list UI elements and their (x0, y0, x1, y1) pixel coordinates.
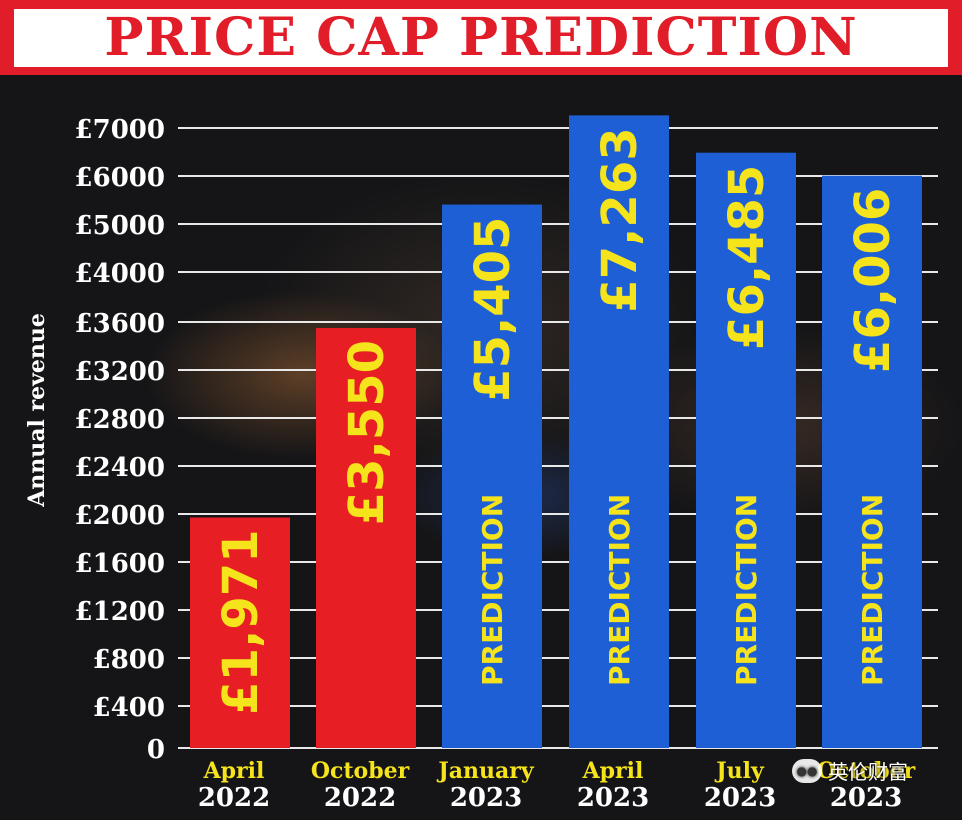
y-tick-label: £1600 (75, 549, 165, 579)
x-category-year: 2022 (198, 783, 270, 813)
bar-value-label: £7,263 (592, 127, 648, 312)
bar (696, 152, 796, 749)
x-category-month: October (817, 758, 916, 784)
bar-value-label: £6,006 (845, 188, 901, 373)
bar (569, 115, 669, 749)
x-category-year: 2023 (830, 783, 902, 813)
bar-value-label: £3,550 (339, 340, 395, 525)
watermark: ●● 英伦财富 (792, 756, 908, 785)
x-category-year: 2022 (324, 783, 396, 813)
prediction-label: PREDICTION (856, 494, 889, 686)
bar (442, 204, 542, 748)
y-tick-label: £2000 (75, 501, 165, 531)
x-category-year: 2023 (704, 783, 776, 813)
wechat-icon: ●● (792, 758, 822, 783)
x-category-year: 2023 (577, 783, 649, 813)
bar (316, 328, 416, 748)
y-tick-label: £800 (93, 645, 165, 675)
prediction-label: PREDICTION (476, 494, 509, 686)
x-category-month: April (203, 758, 265, 784)
y-tick-label: £2400 (75, 453, 165, 483)
prediction-label: PREDICTION (603, 494, 636, 686)
y-tick-label: £3600 (75, 309, 165, 339)
watermark-text: 英伦财富 (828, 760, 908, 784)
bar-value-label: £6,485 (719, 165, 775, 350)
y-tick-label: £400 (93, 693, 165, 723)
y-tick-label: £7000 (75, 115, 165, 145)
x-category-year: 2023 (450, 783, 522, 813)
x-category-month: January (436, 758, 535, 784)
prediction-label: PREDICTION (730, 494, 763, 686)
y-tick-label: £1200 (75, 597, 165, 627)
title-banner: PRICE CAP PREDICTION (0, 0, 962, 75)
y-tick-label: £3200 (75, 357, 165, 387)
x-category-month: October (311, 758, 410, 784)
bar-value-label: £1,971 (213, 529, 269, 714)
y-axis-label: Annual revenue (24, 313, 50, 508)
chart-title: PRICE CAP PREDICTION (104, 6, 858, 68)
x-category-month: July (714, 758, 765, 784)
y-tick-label: £2800 (75, 405, 165, 435)
x-category-month: April (582, 758, 644, 784)
bar (190, 517, 290, 748)
title-banner-inner: PRICE CAP PREDICTION (14, 6, 948, 68)
y-tick-label: 0 (147, 735, 165, 765)
y-tick-label: £4000 (75, 259, 165, 289)
bar-value-label: £5,405 (465, 217, 521, 402)
bar (822, 175, 922, 748)
y-tick-label: £6000 (75, 163, 165, 193)
y-tick-label: £5000 (75, 211, 165, 241)
